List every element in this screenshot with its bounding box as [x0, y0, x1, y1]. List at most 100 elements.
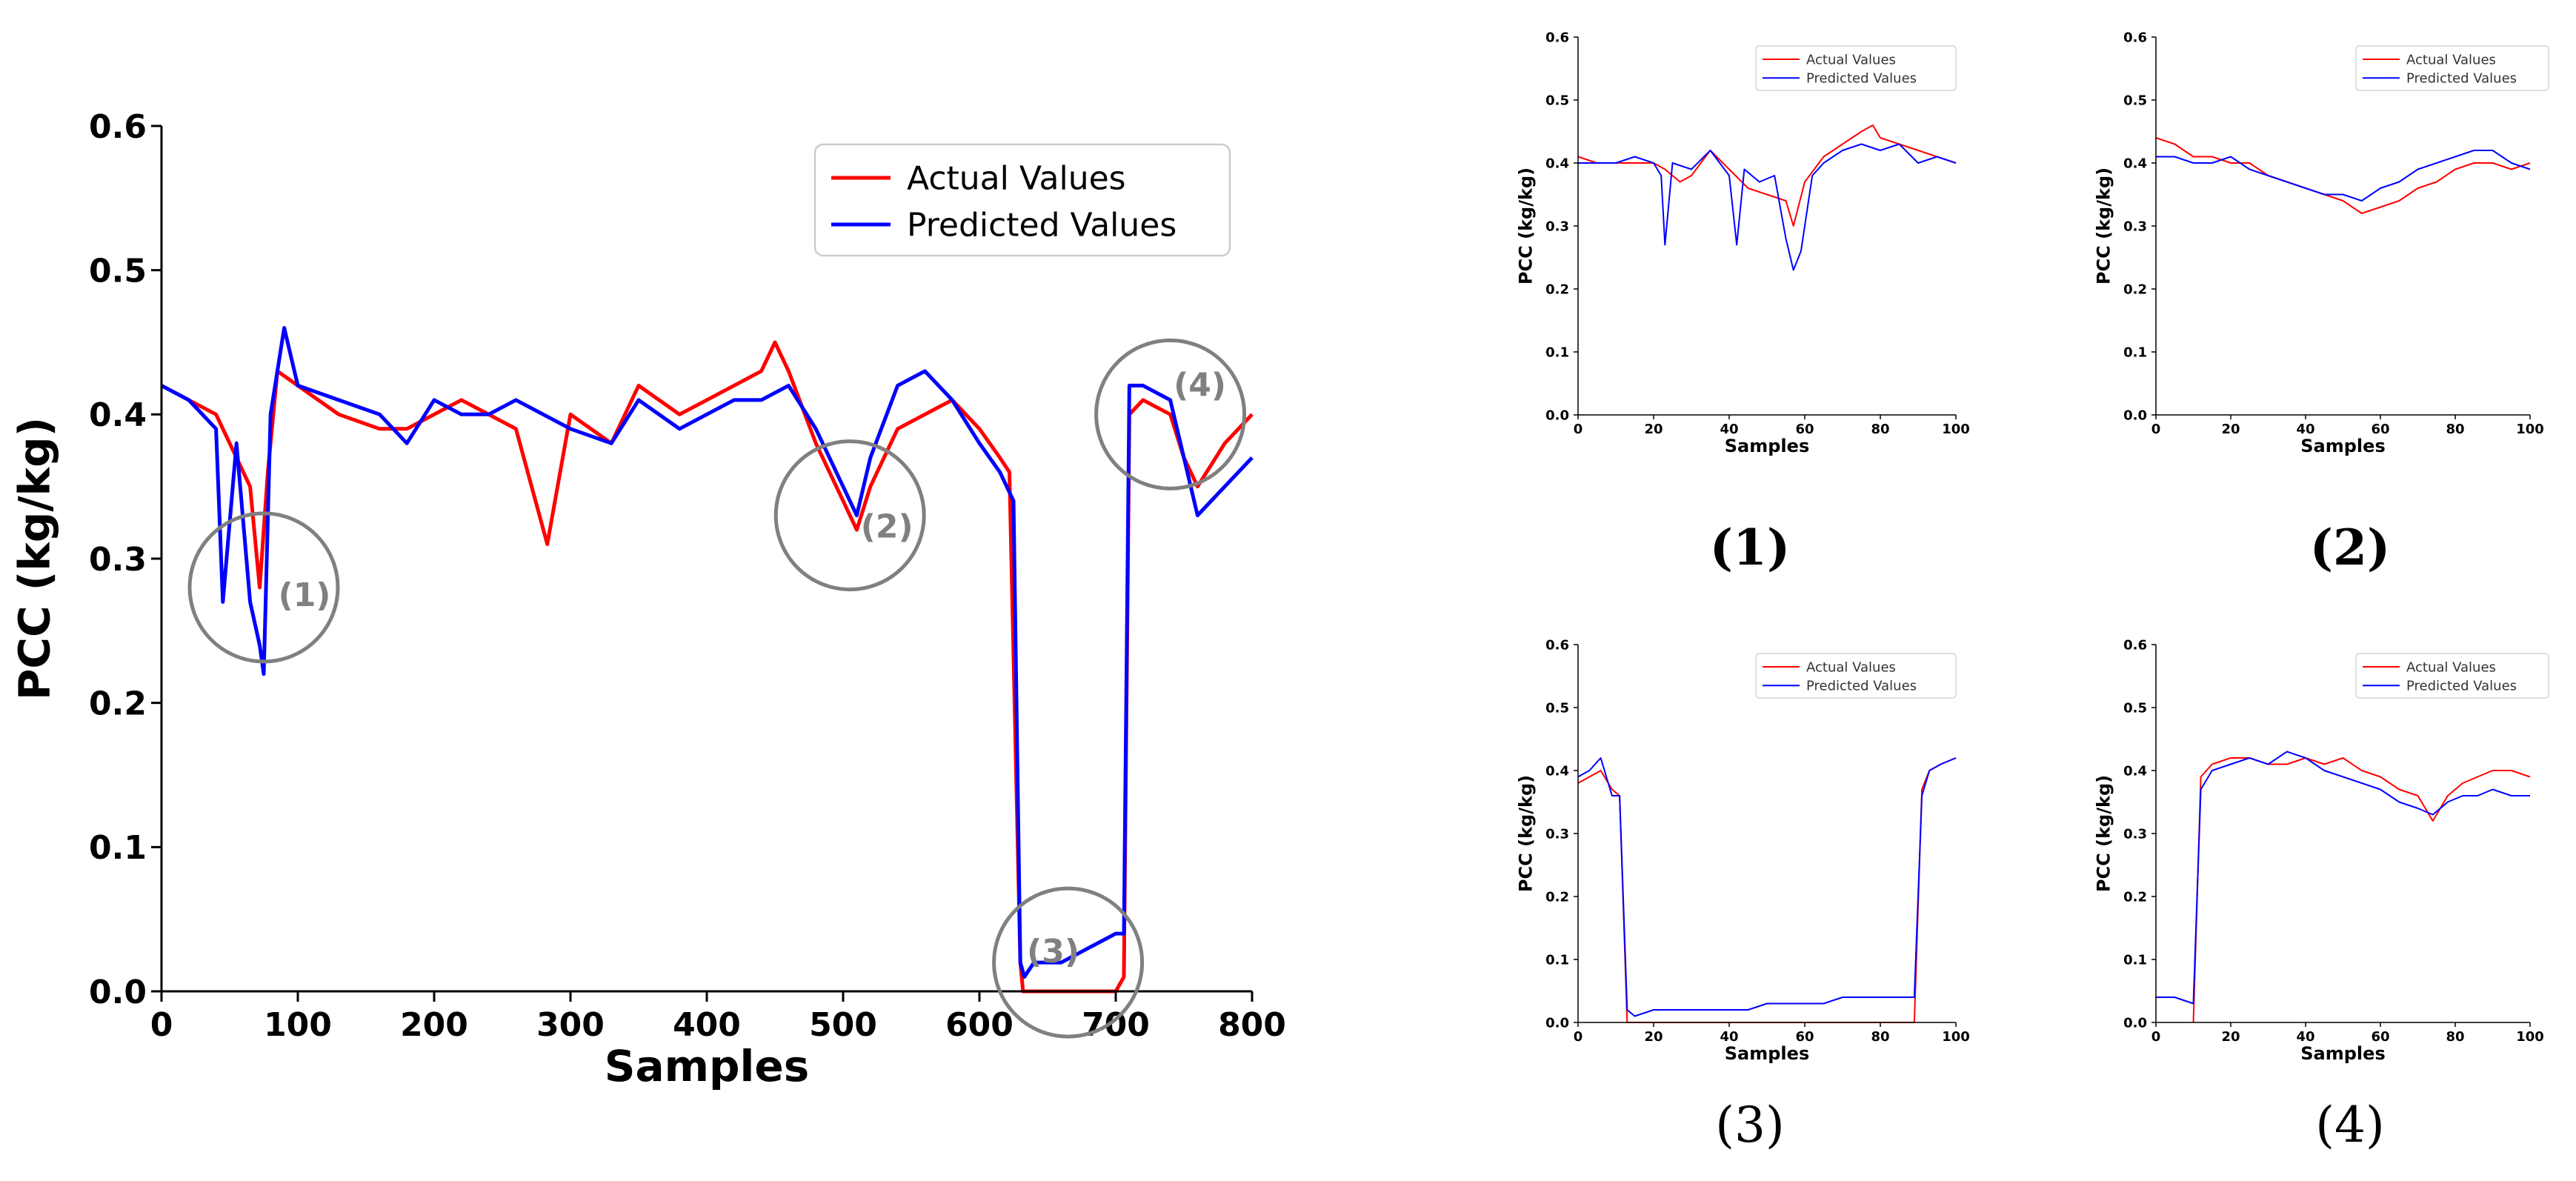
- legend-label-predicted: Predicted Values: [907, 206, 1176, 244]
- annotation-label: (2): [861, 508, 913, 546]
- zoom-chart-3: 0 20 40 60 80 100 0.0 0.1 0.2 0.3 0.4 0.5 0.6 Samples…: [1516, 637, 1970, 1064]
- legend-label-predicted: Predicted Values: [2406, 71, 2517, 87]
- x-tick-label: 300: [536, 1006, 605, 1044]
- y-tick-label: 0.5: [1545, 700, 1569, 716]
- y-tick-label: 0.2: [89, 685, 147, 723]
- y-tick-label: 0.2: [2123, 889, 2147, 905]
- y-tick-label: 0.3: [2123, 826, 2147, 842]
- x-tick-label: 600: [945, 1006, 1014, 1044]
- x-tick-label: 20: [1644, 422, 1663, 437]
- x-tick-label: 0: [2151, 1029, 2161, 1045]
- y-tick-label: 0.4: [89, 396, 147, 434]
- x-tick-label: 0: [1574, 422, 1583, 437]
- x-tick-label: 60: [2371, 422, 2389, 437]
- y-tick-label: 0.6: [2123, 637, 2147, 653]
- x-tick-label: 100: [2516, 422, 2544, 437]
- y-tick-label: 0.6: [89, 108, 147, 146]
- x-tick-label: 40: [2296, 1029, 2314, 1045]
- y-tick-label: 0.0: [1545, 407, 1569, 423]
- legend-box: [813, 143, 1231, 257]
- series-line-predicted: [1577, 757, 1957, 1017]
- legend-box: [2355, 45, 2549, 91]
- y-tick-label: 0.4: [2123, 156, 2147, 171]
- legend-box: [2355, 653, 2549, 699]
- annotation-label: (3): [1027, 933, 1079, 971]
- x-tick-label: 800: [1218, 1006, 1286, 1044]
- series-line-actual: [1577, 124, 1957, 227]
- y-tick-label: 0.6: [1545, 30, 1569, 45]
- series-line-actual: [160, 340, 1254, 994]
- annotation-label: (1): [279, 576, 331, 614]
- legend-label-actual: Actual Values: [1806, 52, 1896, 67]
- legend-box: [1755, 45, 1957, 91]
- x-axis-label: Samples: [1725, 436, 1809, 456]
- x-tick-label: 20: [2221, 1029, 2240, 1045]
- zoom-chart-2-panel: 0 20 40 60 80 100 0.0 0.1 0.2 0.3 0.4 0.5 0.6 Samples…: [2089, 0, 2576, 474]
- y-tick-label: 0.4: [2123, 763, 2147, 779]
- zoom-chart-1-panel: 0 20 40 60 80 100 0.0 0.1 0.2 0.3 0.4 0.5 0.6 Samples…: [1497, 0, 2015, 474]
- series-line-predicted: [2156, 751, 2530, 1005]
- y-tick-label: 0.6: [2123, 30, 2147, 45]
- x-tick-label: 0: [150, 1006, 173, 1044]
- legend-label-actual: Actual Values: [1806, 659, 1896, 675]
- legend-label-actual: Actual Values: [907, 159, 1126, 197]
- x-tick-label: 0: [2151, 422, 2161, 437]
- x-tick-label: 60: [1795, 422, 1814, 437]
- x-tick-label: 700: [1082, 1006, 1150, 1044]
- x-tick-label: 20: [1644, 1029, 1663, 1045]
- x-tick-label: 20: [2221, 422, 2240, 437]
- annotation-circle: [187, 511, 340, 664]
- y-tick-label: 0.6: [1545, 637, 1569, 653]
- x-tick-label: 100: [2516, 1029, 2544, 1045]
- y-tick-label: 0.2: [2123, 282, 2147, 297]
- x-tick-label: 60: [1795, 1029, 1814, 1045]
- series-line-actual: [2192, 757, 2531, 1023]
- legend-label-predicted: Predicted Values: [1806, 71, 1917, 87]
- zoom-chart-2: 0 20 40 60 80 100 0.0 0.1 0.2 0.3 0.4 0.5 0.6 Samples…: [2094, 30, 2549, 456]
- x-tick-label: 100: [1942, 422, 1970, 437]
- y-tick-label: 0.5: [89, 253, 147, 290]
- x-tick-label: 60: [2371, 1029, 2389, 1045]
- x-tick-label: 40: [2296, 422, 2314, 437]
- series-line-actual: [1577, 757, 1957, 1023]
- zoom-chart-4-panel: 0 20 40 60 80 100 0.0 0.1 0.2 0.3 0.4 0.5 0.6 Samples…: [2089, 608, 2576, 1082]
- y-tick-label: 0.3: [2123, 219, 2147, 234]
- x-tick-label: 200: [400, 1006, 468, 1044]
- y-tick-label: 0.4: [1545, 156, 1569, 171]
- y-tick-label: 0.2: [1545, 282, 1569, 297]
- y-axis-label: PCC (kg/kg): [2094, 167, 2114, 285]
- y-tick-label: 0.3: [1545, 826, 1569, 842]
- y-tick-label: 0.2: [1545, 889, 1569, 905]
- x-tick-label: 500: [809, 1006, 877, 1044]
- x-tick-label: 100: [1942, 1029, 1970, 1045]
- legend-box: [1755, 653, 1957, 699]
- y-tick-label: 0.5: [1545, 93, 1569, 108]
- x-axis-label: Samples: [2300, 1043, 2385, 1064]
- x-tick-label: 80: [1871, 1029, 1889, 1045]
- y-tick-label: 0.5: [2123, 700, 2147, 716]
- zoom-chart-1: 0 20 40 60 80 100 0.0 0.1 0.2 0.3 0.4 0.5 0.6 Samples…: [1516, 30, 1970, 456]
- y-tick-label: 0.3: [89, 541, 147, 579]
- y-tick-label: 0.1: [2123, 952, 2147, 968]
- y-tick-label: 0.0: [1545, 1015, 1569, 1031]
- zoom-chart-4: 0 20 40 60 80 100 0.0 0.1 0.2 0.3 0.4 0.5 0.6 Samples…: [2094, 637, 2549, 1064]
- series-line-predicted: [2156, 150, 2531, 202]
- main-chart: 0 100 200 300 400 500 600 700 800 0.0 0.1 0.2 0.3 0.4…: [9, 108, 1286, 1091]
- y-tick-label: 0.5: [2123, 93, 2147, 108]
- x-tick-label: 40: [1720, 422, 1738, 437]
- series-line-predicted: [160, 326, 1254, 979]
- x-tick-label: 400: [673, 1006, 741, 1044]
- legend-label-actual: Actual Values: [2406, 659, 2496, 675]
- x-tick-label: 80: [1871, 422, 1889, 437]
- annotation-circle: [773, 439, 926, 592]
- annotation-circle: [1094, 338, 1247, 490]
- series-line-actual: [2155, 137, 2531, 214]
- legend-label-predicted: Predicted Values: [1806, 679, 1917, 694]
- x-tick-label: 80: [2446, 1029, 2464, 1045]
- y-tick-label: 0.4: [1545, 763, 1569, 779]
- caption-2: (2): [2309, 519, 2391, 576]
- x-tick-label: 100: [264, 1006, 332, 1044]
- y-tick-label: 0.1: [1545, 345, 1569, 360]
- x-tick-label: 0: [1574, 1029, 1583, 1045]
- caption-4: (4): [2315, 1097, 2385, 1154]
